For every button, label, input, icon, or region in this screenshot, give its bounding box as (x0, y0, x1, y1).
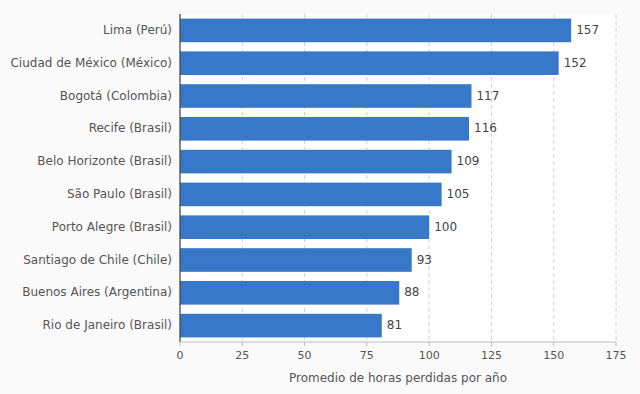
x-tick (366, 342, 367, 346)
data-label: 152 (564, 56, 587, 70)
data-label: 117 (476, 89, 499, 103)
data-label: 157 (576, 23, 599, 37)
x-tick (491, 342, 492, 346)
category-label: Recife (Brasil) (89, 121, 172, 135)
data-label: 100 (434, 220, 457, 234)
category-label: Santiago de Chile (Chile) (23, 253, 172, 267)
x-tick-label: 100 (419, 349, 440, 362)
category-label: Belo Horizonte (Brasil) (37, 154, 172, 168)
x-tick-label: 0 (177, 349, 184, 362)
data-labels: 81 88 93 100 105 109 116 117 152 157 (387, 23, 599, 332)
category-label: Bogotá (Colombia) (60, 89, 172, 103)
grid (180, 14, 616, 342)
x-tick (304, 342, 305, 346)
bars (180, 19, 571, 338)
category-label: Rio de Janeiro (Brasil) (43, 318, 173, 332)
x-tick-label: 50 (298, 349, 312, 362)
plot-area (180, 14, 616, 342)
x-tick-label: 25 (235, 349, 249, 362)
bar (180, 150, 452, 174)
bar (180, 51, 559, 75)
x-tick-label: 75 (360, 349, 374, 362)
zero-line (179, 14, 180, 342)
bar (180, 84, 471, 108)
x-tick (180, 342, 181, 346)
page: {"chart_data": {"type": "bar", "orientat… (0, 0, 640, 394)
bar (180, 19, 571, 43)
data-label: 109 (457, 154, 480, 168)
x-axis-line (180, 342, 616, 343)
category-label: São Paulo (Brasil) (67, 187, 172, 201)
x-tick (429, 342, 430, 346)
bar (180, 183, 442, 207)
category-label: Porto Alegre (Brasil) (52, 220, 172, 234)
x-axis-title: Promedio de horas perdidas por año (289, 371, 507, 385)
data-label: 105 (447, 187, 470, 201)
bar (180, 117, 469, 141)
bar (180, 314, 382, 338)
data-label: 81 (387, 318, 402, 332)
category-label: Buenos Aires (Argentina) (22, 285, 172, 299)
bar (180, 215, 429, 239)
data-label: 88 (404, 285, 419, 299)
x-tick (242, 342, 243, 346)
bar (180, 281, 399, 305)
grid-line (180, 14, 181, 342)
x-tick-label: 150 (543, 349, 564, 362)
data-label: 93 (417, 253, 432, 267)
data-label: 116 (474, 121, 497, 135)
category-label: Ciudad de México (México) (10, 56, 172, 70)
grid-line (616, 14, 617, 342)
x-tick-label: 125 (481, 349, 502, 362)
x-tick (616, 342, 617, 346)
bar (180, 248, 412, 272)
chart: Rio de Janeiro (Brasil) Buenos Aires (Arg… (0, 0, 640, 394)
category-label: Lima (Perú) (103, 23, 172, 37)
y-axis-labels: Rio de Janeiro (Brasil) Buenos Aires (Arg… (10, 23, 172, 332)
x-tick (553, 342, 554, 346)
x-tick-label: 175 (606, 349, 627, 362)
x-axis: 0 25 50 75 100 125 150 175 Promedio de horas per… (177, 342, 627, 385)
